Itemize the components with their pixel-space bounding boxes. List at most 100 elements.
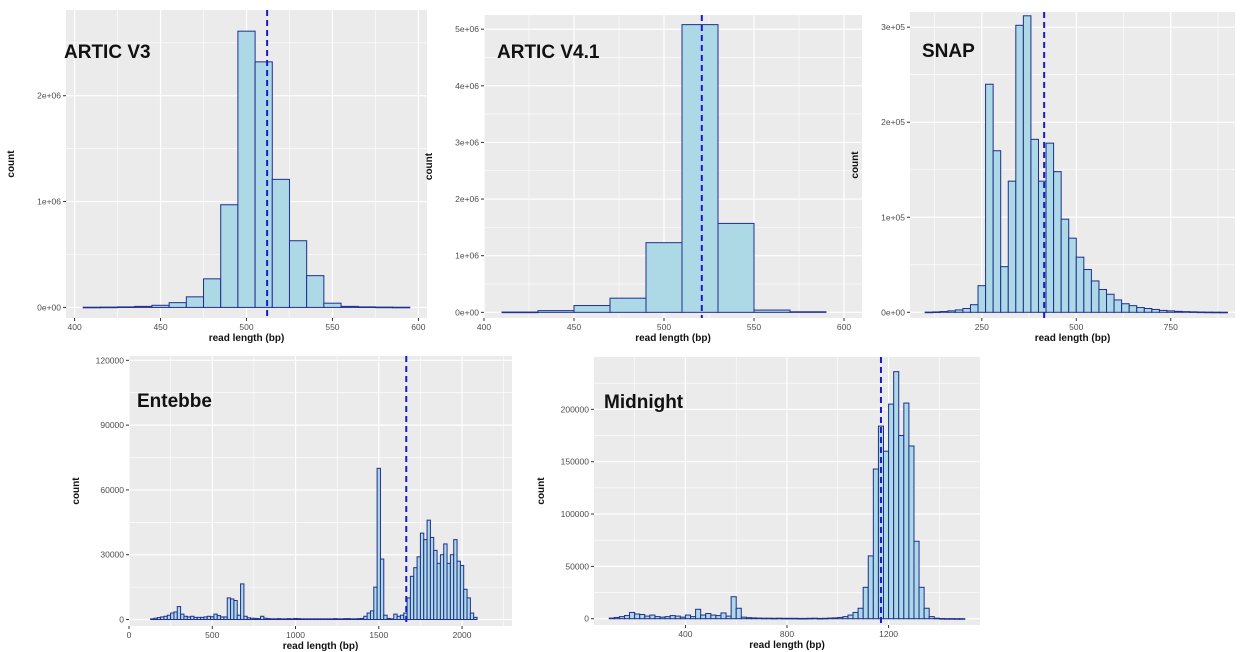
histogram-bar [867, 555, 874, 620]
histogram-bar [923, 607, 930, 620]
histogram-bar [725, 615, 732, 620]
histogram-bar [288, 240, 308, 308]
histogram-bar [862, 586, 869, 620]
histogram-bar [608, 617, 615, 620]
histogram-bar [710, 614, 717, 620]
histogram-bar [1083, 269, 1092, 313]
y-tick-label: 0e+00 [881, 307, 905, 317]
histogram-bar [898, 435, 905, 620]
chart-title: Midnight [604, 392, 684, 413]
histogram-bar [791, 617, 798, 620]
histogram-bar [908, 445, 915, 620]
histogram-bar [1219, 311, 1228, 314]
chart-title: SNAP [922, 41, 975, 62]
y-axis-label: count [536, 477, 547, 505]
histogram-bar [1000, 266, 1009, 313]
chart-panel-entebbe: 0 500 1000 1500 2000 0 30000 60000 90000 120000 E… [71, 355, 512, 652]
x-tick-label: 400 [68, 322, 82, 332]
histogram-bar [789, 311, 827, 313]
histogram-bar [959, 618, 966, 620]
histogram-bar [837, 616, 844, 620]
histogram-bar [943, 618, 951, 620]
x-tick-label: 450 [153, 322, 167, 332]
histogram-bar [932, 311, 941, 314]
histogram-bar [816, 617, 824, 620]
histogram-bar [1015, 24, 1024, 313]
histogram-bar [753, 309, 791, 313]
histogram-bar [1211, 311, 1221, 314]
histogram-bar [185, 296, 205, 308]
histogram-bar [379, 558, 385, 621]
histogram-bar [674, 615, 681, 620]
histogram-bar [82, 306, 101, 309]
histogram-bar [715, 615, 722, 620]
histogram-bar [720, 612, 727, 620]
histogram-bars [924, 15, 1228, 314]
histogram-bar [117, 306, 136, 308]
histogram-bar [938, 618, 945, 620]
histogram-bar [1075, 256, 1085, 313]
x-tick-label: 400 [678, 629, 692, 639]
histogram-bar [1068, 237, 1077, 313]
y-tick-label: 90000 [100, 420, 124, 430]
x-tick-label: 600 [837, 322, 851, 332]
y-tick-label: 0e+00 [455, 307, 479, 317]
histogram-bar [832, 617, 839, 620]
histogram-bar [992, 150, 1002, 313]
histogram-bar [1060, 218, 1070, 313]
histogram-bar [618, 616, 625, 620]
histogram-bar [1098, 288, 1108, 313]
histogram-bar [806, 617, 813, 620]
x-axis-label: read length (bp) [749, 640, 825, 651]
histogram-bar [1174, 310, 1183, 313]
axis-ticks: 400 450 500 550 600 0e+00 1e+06 2e+06 [37, 91, 426, 332]
histogram-bar [645, 242, 683, 313]
x-axis-label: read length (bp) [283, 641, 359, 652]
histogram-bar [796, 617, 803, 620]
x-tick-label: 1000 [286, 630, 305, 640]
chart-panel-artic-v4-1: 400 450 500 550 600 0e+00 1e+06 2e+06 3e+06 4e+06… [424, 15, 862, 344]
y-tick-label: 150000 [561, 457, 590, 467]
histogram-bar [1053, 171, 1062, 313]
histogram-bar [473, 616, 478, 621]
y-axis-label: count [6, 150, 17, 178]
histogram-bar [740, 616, 747, 620]
histogram-bar [735, 607, 742, 620]
histogram-bar [1136, 307, 1145, 313]
x-tick-label: 250 [975, 322, 989, 332]
y-tick-label: 2e+05 [881, 117, 905, 127]
histogram-bar [1022, 15, 1032, 313]
x-tick-label: 400 [477, 322, 491, 332]
y-tick-label: 4e+06 [455, 81, 479, 91]
histogram-bar [233, 600, 238, 621]
histogram-bar [700, 614, 707, 620]
y-tick-label: 2e+06 [455, 194, 479, 204]
y-tick-label: 0 [584, 614, 589, 624]
y-tick-label: 3e+05 [881, 22, 905, 32]
y-axis-label: count [850, 151, 861, 179]
histogram-bar [237, 30, 256, 308]
histogram-bar [786, 617, 793, 620]
y-tick-label: 120000 [96, 355, 125, 365]
histogram-bar [811, 617, 818, 620]
y-tick-label: 3e+06 [455, 137, 479, 147]
histogram-bar [949, 618, 956, 620]
histogram-bar [1113, 299, 1123, 313]
x-axis-label: read length (bp) [1035, 333, 1111, 344]
histogram-bar [771, 617, 778, 620]
histogram-bar [928, 616, 935, 620]
chart-title: ARTIC V3 [64, 42, 151, 63]
y-tick-label: 50000 [565, 561, 589, 571]
histogram-bar [634, 613, 641, 620]
histogram-bar [623, 615, 631, 620]
histogram-bar [644, 615, 651, 620]
histogram-bar [392, 306, 411, 309]
histogram-bar [730, 596, 737, 620]
chart-panel-midnight: 400 800 1200 0 50000 100000 150000 200000 Midni… [536, 357, 980, 651]
y-tick-label: 0 [119, 615, 124, 625]
chart-panel-snap: 250 500 750 0e+00 1e+05 2e+05 3e+05 SNAP read … [850, 12, 1235, 344]
histogram-bar [669, 615, 676, 620]
histogram-bar [134, 305, 153, 308]
histogram-bar [857, 607, 864, 620]
